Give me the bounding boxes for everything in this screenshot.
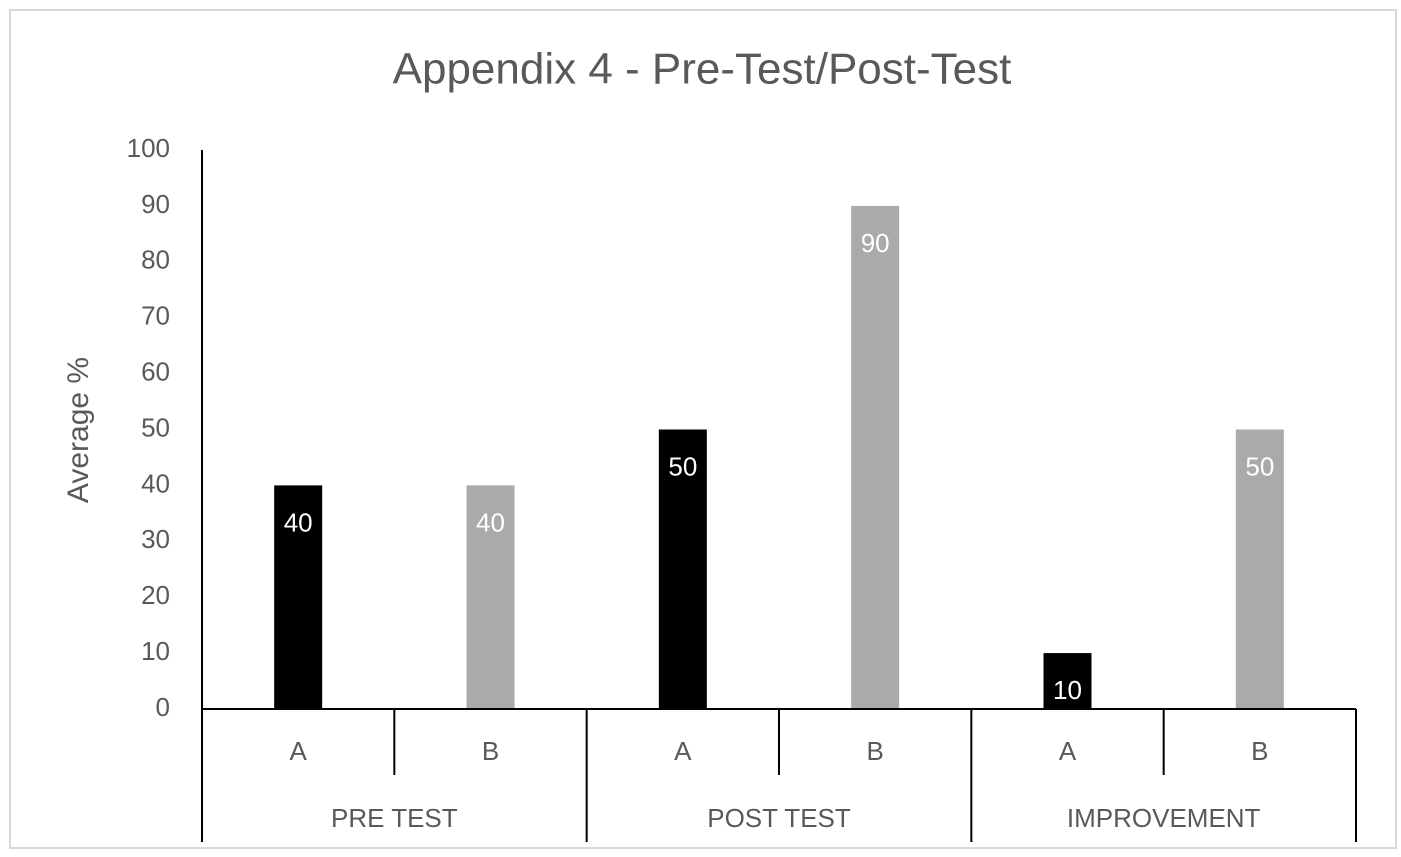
bar xyxy=(851,205,900,709)
group-label: IMPROVEMENT xyxy=(1067,803,1261,833)
x-tick-label: A xyxy=(674,736,692,766)
x-tick-label: B xyxy=(482,736,499,766)
y-tick-label: 30 xyxy=(141,524,170,554)
bar xyxy=(658,429,707,709)
y-tick-label: 70 xyxy=(141,301,170,331)
chart-title: Appendix 4 - Pre-Test/Post-Test xyxy=(393,45,1012,94)
x-tick-label: B xyxy=(1251,736,1268,766)
bar xyxy=(1235,429,1284,709)
y-tick-label: 80 xyxy=(141,245,170,275)
data-label: 40 xyxy=(476,507,505,537)
group-label: POST TEST xyxy=(707,803,851,833)
y-tick-label: 50 xyxy=(141,412,170,442)
data-label: 50 xyxy=(668,451,697,481)
data-label: 50 xyxy=(1245,451,1274,481)
x-tick-label: B xyxy=(866,736,883,766)
y-axis-label: Average % xyxy=(62,357,95,503)
data-label: 90 xyxy=(861,228,890,258)
x-tick-label: A xyxy=(289,736,307,766)
x-tick-label: A xyxy=(1059,736,1077,766)
data-label: 40 xyxy=(284,507,313,537)
y-tick-label: 20 xyxy=(141,580,170,610)
y-tick-label: 10 xyxy=(141,636,170,666)
y-tick-label: 100 xyxy=(127,133,170,163)
bar xyxy=(466,485,515,709)
bar xyxy=(1043,653,1092,709)
y-tick-label: 0 xyxy=(156,692,170,722)
y-tick-label: 90 xyxy=(141,189,170,219)
data-label: 10 xyxy=(1053,675,1082,705)
bar xyxy=(274,485,323,709)
y-tick-label: 40 xyxy=(141,468,170,498)
chart-frame xyxy=(9,9,1397,849)
y-tick-label: 60 xyxy=(141,356,170,386)
group-label: PRE TEST xyxy=(331,803,458,833)
